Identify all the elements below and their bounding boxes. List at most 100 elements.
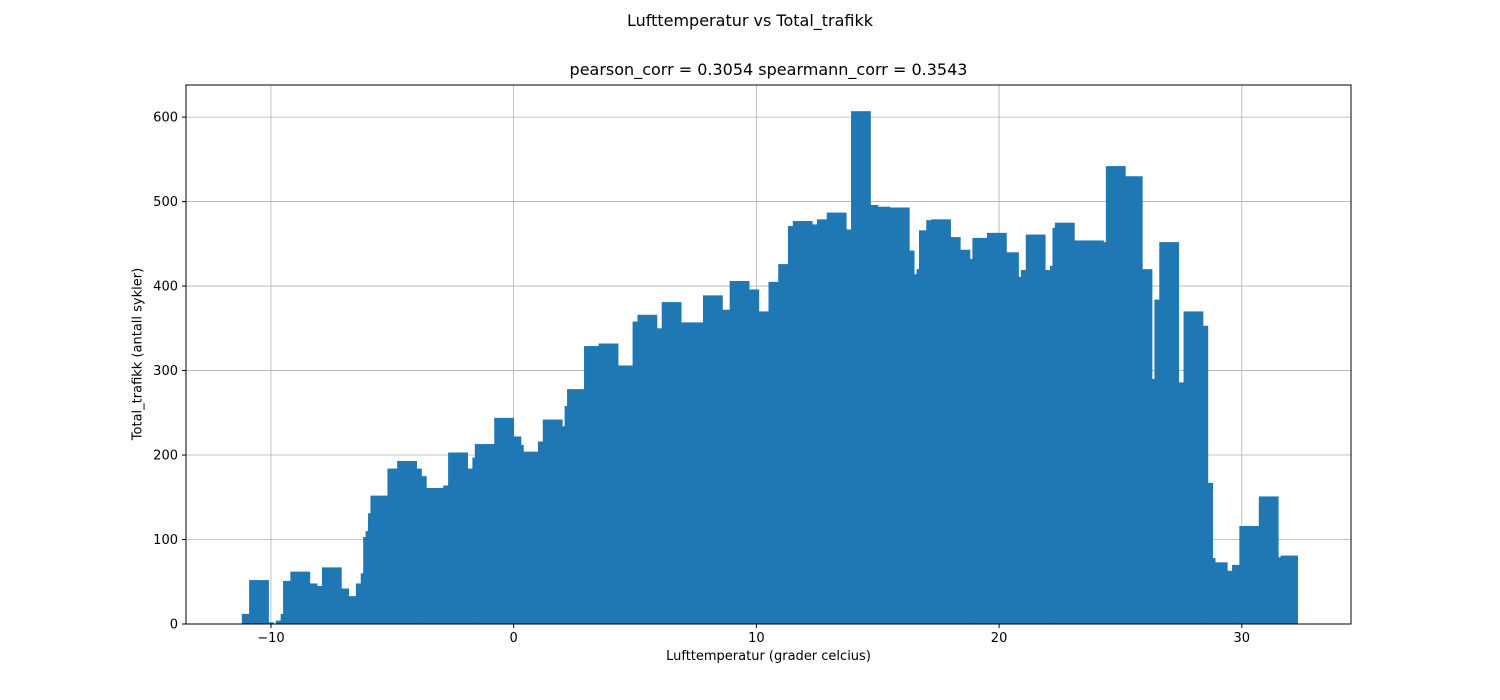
histogram-bar [584, 346, 599, 624]
histogram-bar [494, 418, 514, 624]
histogram-bar [778, 264, 788, 624]
histogram-bar [281, 614, 284, 624]
x-tick-label: −10 [257, 631, 284, 646]
histogram-bar [562, 426, 565, 624]
histogram-bar [514, 436, 522, 624]
x-tick-label: 30 [1234, 631, 1251, 646]
histogram-bar [363, 537, 366, 624]
histogram-bar [1278, 557, 1281, 624]
histogram-bar [657, 328, 662, 624]
histogram-bar [827, 213, 847, 624]
histogram-bar [543, 420, 563, 624]
histogram-bar [793, 221, 813, 624]
histogram-bar [1259, 496, 1279, 624]
histogram-bar [890, 208, 910, 625]
histogram-bar [1050, 266, 1053, 624]
histogram-bar [987, 233, 1007, 624]
histogram-bar [1179, 382, 1184, 624]
histogram-bar [448, 453, 468, 625]
histogram-bar [662, 302, 682, 624]
histogram-bar [475, 444, 495, 624]
histogram-bar [769, 282, 779, 624]
histogram-bar [322, 567, 342, 624]
histogram-bar [914, 274, 917, 624]
histogram-bar [523, 452, 538, 624]
histogram-bar [681, 322, 703, 624]
histogram-bar [443, 485, 448, 624]
histogram-bar [368, 513, 371, 624]
histogram-bar [417, 469, 422, 624]
x-axis-label: Lufttemperatur (grader celcius) [186, 649, 1351, 664]
histogram-bar [1052, 228, 1055, 624]
histogram-bar [637, 315, 657, 624]
y-tick-label: 200 [153, 449, 178, 464]
histogram-bar [878, 207, 891, 624]
histogram-bar [538, 442, 543, 624]
histogram-bar [722, 310, 730, 624]
histogram-bar [703, 295, 723, 624]
histogram-bar [960, 250, 970, 624]
histogram-bar [618, 365, 633, 624]
histogram-bar [951, 237, 961, 624]
histogram-bar [341, 589, 349, 624]
x-tick-label: 10 [748, 631, 765, 646]
histogram-bar [851, 111, 871, 624]
histogram-bar [426, 488, 443, 624]
histogram-bar [1215, 562, 1228, 624]
histogram-bar [1074, 240, 1104, 624]
x-tick-label: 0 [510, 631, 518, 646]
histogram-bar [730, 281, 750, 624]
histogram-bar [349, 596, 357, 624]
y-axis-label: Total_trafikk (antall sykler) [131, 268, 146, 440]
histogram-bar [972, 238, 987, 624]
histogram-bar [1208, 483, 1213, 624]
histogram-bar [387, 469, 397, 624]
histogram-bar [421, 476, 426, 624]
histogram-bar [1152, 379, 1155, 624]
histogram-bar [1203, 326, 1208, 624]
histogram-bar [926, 220, 931, 624]
histogram-bar [1239, 526, 1259, 624]
histogram-bar [242, 614, 250, 624]
histogram-bar [1213, 558, 1216, 624]
histogram-bar [1006, 252, 1019, 624]
x-tick-label: 20 [991, 631, 1008, 646]
histogram-bar [1018, 277, 1021, 624]
histogram-bar [565, 406, 568, 624]
bars-group [242, 111, 1298, 624]
histogram-bar [1045, 270, 1050, 624]
histogram-bar [909, 251, 914, 624]
histogram-bar [366, 531, 369, 624]
histogram-bar [468, 469, 473, 624]
histogram-bar [249, 580, 269, 624]
histogram-bar [817, 219, 827, 624]
y-tick-label: 300 [153, 364, 178, 379]
histogram-bar [567, 389, 584, 624]
histogram-bar [917, 269, 920, 624]
histogram-bar [276, 621, 281, 624]
y-tick-label: 600 [153, 111, 178, 126]
histogram-bar [1159, 242, 1179, 624]
y-tick-label: 100 [153, 533, 178, 548]
histogram-bar [1232, 565, 1240, 624]
histogram-bar [1055, 223, 1075, 624]
histogram-bar [1021, 270, 1026, 624]
histogram-bar [1227, 571, 1232, 624]
y-tick-label: 500 [153, 195, 178, 210]
histogram-bar [1106, 166, 1126, 624]
histogram-bar [283, 581, 291, 624]
histogram-bar [788, 226, 793, 624]
histogram-bar [317, 586, 322, 624]
histogram-bar [931, 219, 951, 624]
histogram-bar [472, 458, 475, 624]
y-tick-label: 400 [153, 280, 178, 295]
histogram-bar [1154, 300, 1159, 624]
histogram-bar [759, 311, 769, 624]
histogram-bar [812, 224, 817, 624]
histogram-bar [290, 572, 310, 624]
histogram-bar [633, 322, 638, 624]
histogram-bar [370, 496, 387, 624]
histogram-bar [919, 230, 927, 624]
